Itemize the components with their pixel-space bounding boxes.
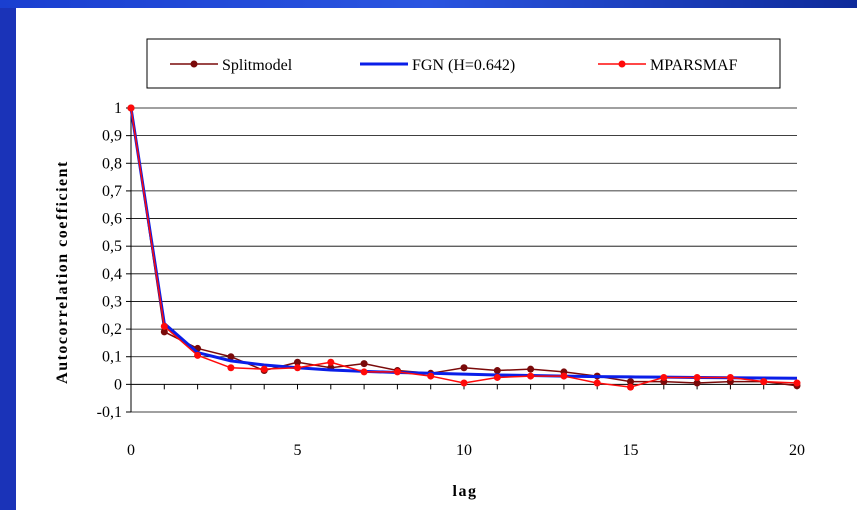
x-tick-labels: 0 5 10 15 20 — [127, 442, 805, 459]
y-tick-label: 0,7 — [102, 183, 122, 200]
data-point — [693, 373, 701, 381]
data-point — [726, 373, 734, 381]
x-tick-label: 0 — [127, 442, 135, 459]
data-point — [294, 364, 301, 372]
data-point — [160, 322, 168, 330]
data-point — [327, 358, 335, 366]
y-tick-labels: -0,1 0 0,1 0,2 0,3 0,4 0,5 0,6 0,7 0,8 0,9 1 — [97, 100, 122, 421]
legend: Splitmodel FGN (H=0.642) MPARSMAF — [146, 38, 781, 89]
data-point — [227, 364, 235, 372]
data-point — [493, 373, 501, 381]
series-line-0 — [130, 107, 798, 387]
x-tick-label: 15 — [623, 442, 639, 459]
data-point — [360, 368, 368, 376]
data-point — [527, 372, 535, 380]
data-point — [260, 365, 268, 373]
y-axis-title: Autocorrelation coefficient — [54, 160, 71, 384]
y-tick-label: 0,9 — [102, 128, 122, 145]
legend-item-mparsmaf: MPARSMAF — [598, 57, 738, 74]
data-point — [560, 372, 568, 380]
data-point — [160, 328, 168, 336]
data-point — [760, 378, 768, 386]
y-tick-label: 1 — [114, 100, 122, 117]
x-tick-label: 20 — [789, 442, 805, 459]
legend-label-splitmodel: Splitmodel — [222, 57, 293, 74]
data-point — [227, 353, 235, 361]
y-tick-label: 0,4 — [102, 266, 122, 283]
series-lines — [127, 104, 801, 391]
data-point — [593, 379, 601, 387]
data-point — [660, 373, 668, 381]
data-point — [127, 104, 135, 112]
chart-panel — [16, 8, 857, 510]
data-point — [194, 351, 202, 359]
y-tick-label: 0,8 — [102, 155, 122, 172]
window-top-strip — [0, 0, 857, 8]
legend-item-splitmodel: Splitmodel — [170, 57, 293, 74]
data-point — [793, 379, 801, 387]
x-tick-label: 5 — [294, 442, 302, 459]
data-point — [427, 372, 435, 380]
legend-label-mparsmaf: MPARSMAF — [650, 57, 738, 74]
data-point — [393, 368, 401, 376]
series-line-1 — [129, 107, 798, 380]
y-tick-label: -0,1 — [97, 404, 122, 421]
y-tick-label: 0,1 — [102, 349, 122, 366]
y-tick-label: 0,6 — [102, 211, 122, 228]
y-tick-label: 0,5 — [102, 238, 122, 255]
data-point — [294, 358, 301, 366]
data-point — [460, 379, 468, 387]
data-point — [527, 365, 535, 373]
legend-label-fgn: FGN (H=0.642) — [412, 57, 515, 74]
gridlines — [131, 107, 797, 413]
series-line-2 — [130, 107, 798, 388]
data-point — [693, 379, 701, 387]
data-point — [460, 364, 468, 372]
data-point — [493, 367, 501, 375]
data-point — [627, 378, 634, 386]
y-tick-label: 0,3 — [102, 293, 122, 310]
x-axis-title: lag — [453, 483, 478, 500]
y-tick-label: 0,2 — [102, 321, 122, 338]
legend-item-fgn: FGN (H=0.642) — [360, 57, 515, 74]
data-point — [627, 383, 634, 391]
y-tick-label: 0 — [114, 376, 122, 393]
data-point — [360, 360, 368, 368]
x-tick-label: 10 — [456, 442, 472, 459]
